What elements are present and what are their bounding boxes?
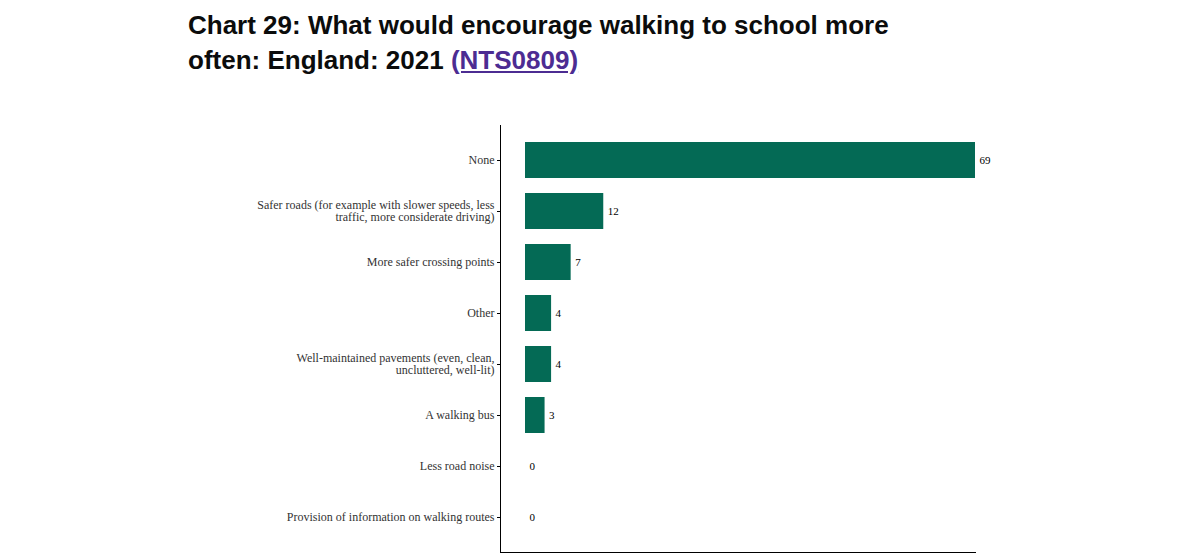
svg-text:None: None — [469, 153, 495, 167]
svg-text:7: 7 — [575, 256, 581, 268]
html-text:Chart 29: What would encourage: Chart 29: What would encourage walking t… — [188, 10, 889, 75]
svg-text:A walking bus: A walking bus — [425, 408, 495, 422]
svg-text:4: 4 — [556, 358, 562, 370]
svg-text:Provision of information on wa: Provision of information on walking rout… — [287, 510, 495, 524]
svg-text:Well-maintained pavements (eve: Well-maintained pavements (even, clean,u… — [297, 351, 495, 377]
svg-text:69: 69 — [980, 154, 992, 166]
svg-text:0: 0 — [530, 511, 536, 523]
svg-text:Less road noise: Less road noise — [420, 459, 495, 473]
svg-text:Safer roads (for example with: Safer roads (for example with slower spe… — [257, 198, 495, 224]
svg-text:3: 3 — [549, 409, 555, 421]
svg-text:4: 4 — [556, 307, 562, 319]
svg-text:0: 0 — [530, 460, 536, 472]
svg-text:More safer crossing points: More safer crossing points — [367, 255, 495, 269]
svg-text:12: 12 — [608, 205, 619, 217]
svg-text:Other: Other — [467, 306, 494, 320]
